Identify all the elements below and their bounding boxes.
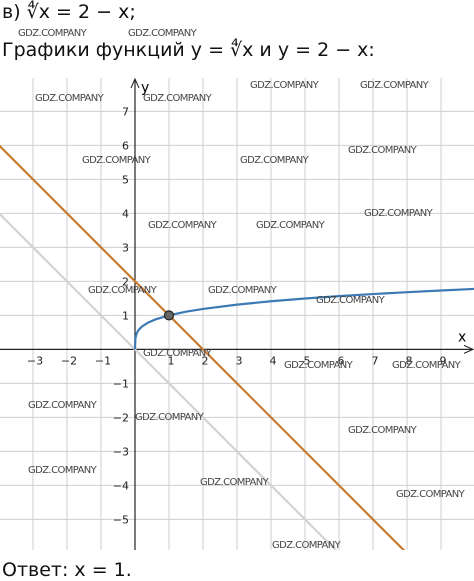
- heading: Графики функций y = ∜x и y = 2 − x:: [2, 38, 375, 61]
- watermark: GDZ.COMPANY: [208, 285, 278, 296]
- x-tick-label: 4: [270, 354, 277, 367]
- watermark: GDZ.COMPANY: [35, 93, 105, 104]
- task: в) ∜x = 2 − x;: [2, 0, 136, 23]
- watermark: GDZ.COMPANY: [143, 348, 213, 359]
- watermark: GDZ.COMPANY: [82, 155, 152, 166]
- x-tick-label: 5: [304, 354, 311, 367]
- watermark: GDZ.COMPANY: [396, 489, 466, 500]
- y-tick-label: −2: [113, 411, 129, 424]
- watermark: GDZ.COMPANY: [392, 360, 462, 371]
- watermark: GDZ.COMPANY: [88, 285, 158, 296]
- watermark: GDZ.COMPANY: [348, 425, 418, 436]
- watermark: GDZ.COMPANY: [200, 477, 270, 488]
- x-axis-label: x: [458, 329, 466, 345]
- watermark: GDZ.COMPANY: [348, 145, 418, 156]
- watermark: GDZ.COMPANY: [364, 208, 434, 219]
- x-tick-label: −3: [27, 354, 43, 367]
- x-tick-label: 6: [338, 354, 345, 367]
- watermark: GDZ.COMPANY: [272, 540, 342, 551]
- y-tick-label: 6: [122, 139, 129, 152]
- watermark: GDZ.COMPANY: [256, 220, 326, 231]
- y-tick-label: −1: [113, 377, 129, 390]
- intersection-point: [163, 310, 175, 321]
- watermark: GDZ.COMPANY: [240, 155, 310, 166]
- function-line: [133, 287, 474, 350]
- watermark: GDZ.COMPANY: [28, 465, 98, 476]
- x-tick-label: −1: [95, 354, 111, 367]
- x-tick-label: 8: [406, 354, 413, 367]
- y-tick-label: 4: [122, 207, 129, 220]
- x-tick-label: 9: [440, 354, 447, 367]
- watermark: GDZ.COMPANY: [143, 93, 213, 104]
- y-tick-label: 2: [122, 275, 129, 288]
- y-arrow: [130, 77, 140, 89]
- y-tick-label: −5: [113, 513, 129, 526]
- x-tick-label: 1: [167, 354, 174, 367]
- watermark: GDZ.COMPANY: [316, 295, 386, 306]
- watermark: GDZ.COMPANY: [250, 80, 320, 91]
- watermark: GDZ.COMPANY: [135, 412, 205, 423]
- watermark: GDZ.COMPANY: [128, 28, 198, 39]
- function-line: [0, 212, 338, 550]
- watermark: GDZ.COMPANY: [148, 220, 218, 231]
- x-tick-label: 2: [201, 354, 208, 367]
- y-tick-label: −3: [113, 445, 129, 458]
- watermark: GDZ.COMPANY: [284, 360, 354, 371]
- answer: Ответ: x = 1.: [2, 559, 132, 581]
- y-tick-label: −4: [113, 479, 129, 492]
- y-tick-label: 7: [122, 105, 129, 118]
- x-arrow: [463, 344, 474, 354]
- x-tick-label: 3: [236, 354, 243, 367]
- y-tick-label: 3: [122, 241, 129, 254]
- watermark: GDZ.COMPANY: [28, 400, 98, 411]
- x-tick-label: −2: [61, 354, 77, 367]
- watermark: GDZ.COMPANY: [18, 28, 88, 39]
- function-line: [0, 144, 406, 550]
- y-tick-label: 5: [122, 173, 129, 186]
- y-tick-label: 1: [122, 309, 129, 322]
- y-axis-label: y: [141, 80, 149, 96]
- watermark: GDZ.COMPANY: [360, 80, 430, 91]
- x-tick-label: 7: [372, 354, 379, 367]
